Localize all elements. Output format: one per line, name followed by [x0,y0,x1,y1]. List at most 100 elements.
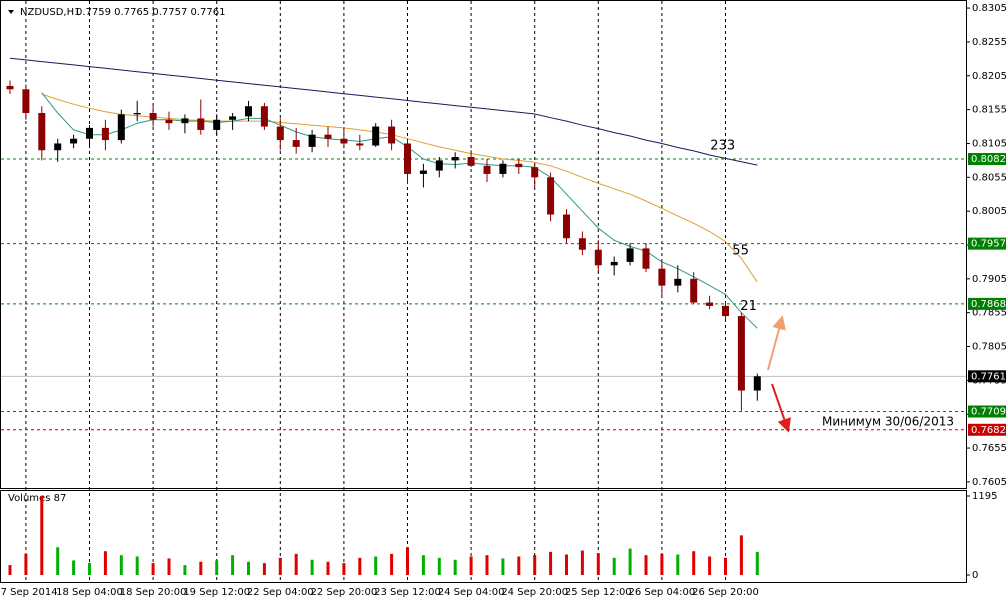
quote: 0.7759 0.7765 0.7757 0.7761 [76,7,226,18]
volume-label: Volumes 87 [8,493,66,504]
level-label: 0.7957 [971,239,1006,250]
candle-body [563,214,570,239]
candle-body [117,114,125,141]
candle-body [356,143,364,146]
volume-bar [167,558,171,575]
price-label-box [968,370,1006,383]
volume-bar [580,550,584,575]
volume-bar [596,553,600,575]
volume-bar [724,557,727,575]
candle-body [515,163,523,168]
volume-bar [310,559,314,575]
volume-bar [390,553,394,575]
y-tick-label: 0.8305 [972,3,1007,14]
candle-body [197,118,205,130]
candle-body [213,119,221,130]
candle-body [467,157,475,166]
candle-body [674,278,682,286]
candle-body [101,127,109,141]
y-tick-label: 0.8205 [972,71,1007,82]
x-tick-label: 26 Sep 04:00 [629,587,696,598]
candle-body [229,116,237,120]
volume-bar [549,551,553,575]
y-tick-label: 0.7905 [972,274,1007,285]
candle-body [404,143,411,174]
candle-body [706,302,714,306]
candle-body [38,113,46,151]
candle-body [308,134,316,147]
candle-body [149,113,157,120]
volume-tick-label: 0 [972,570,978,581]
candle-body [260,106,268,127]
volume-bar [469,556,473,575]
y-tick-label: 0.7605 [972,477,1007,488]
ma-label: 233 [710,139,735,154]
volume-bar [278,557,282,575]
candle-body [642,248,650,269]
candle-body [340,138,348,144]
volume-bar [628,548,632,575]
volume-bar [485,555,489,575]
y-tick-label: 0.7805 [972,342,1007,353]
y-tick-label: 0.8255 [972,37,1007,48]
level-label-box [968,423,1006,436]
candle-body [578,238,586,250]
ma-line [9,57,758,166]
volume-bar [358,557,362,575]
candle-body [531,167,539,178]
volume-bar [231,555,235,575]
ma-label: 55 [732,244,749,259]
y-tick-label: 0.8105 [972,138,1007,149]
candle-body [547,177,555,215]
volume-bar [56,547,60,575]
candle-body [133,113,141,115]
volume-bar [517,556,521,575]
candle-body [388,126,396,144]
level-label-box [968,297,1006,310]
volume-bar [342,563,346,575]
candle-body [245,106,252,117]
candle-body [435,160,443,171]
volume-bar [692,551,696,575]
volume-bar [644,555,648,575]
volume-bar [326,561,330,575]
candle-body [6,85,14,90]
volume-bar [565,554,568,575]
current-price-label: 0.7761 [971,371,1006,382]
volume-bar [247,561,250,575]
volume-bar [199,561,203,575]
volume-tick-label: 1195 [972,491,997,502]
candle-body [372,126,380,146]
volume-bar [660,553,664,575]
volume-bar [183,565,187,575]
candle-body [276,126,284,141]
volume-bar [135,556,139,575]
level-label-box [968,405,1006,418]
y-tick-label: 0.8005 [972,206,1007,217]
volume-bar [119,555,123,575]
volume-bar [612,557,616,575]
candle-body [419,170,427,174]
candle-body [722,305,729,317]
volume-bar [374,556,378,575]
volume-bar [708,556,712,575]
volume-bar [88,563,91,575]
volume-frame [0,490,967,583]
y-tick-label: 0.8055 [972,172,1007,183]
x-tick-label: 18 Sep 20:00 [120,587,187,598]
candle-body [499,163,507,174]
ma-line [41,92,758,329]
y-tick-label: 0.8155 [972,105,1007,116]
volume-bar [453,559,457,575]
candle-body [324,134,332,139]
volume-bar [103,551,107,575]
chart-title: NZDUSD,H1 [20,7,80,18]
volume-bar [215,560,219,575]
volume-bar [40,496,44,575]
candle-body [165,119,173,124]
volume-bar [437,557,441,575]
level-label: 0.8082 [971,154,1006,165]
arrow-down [771,383,791,433]
ma-line [41,93,758,283]
level-label: 0.7709 [971,407,1006,418]
